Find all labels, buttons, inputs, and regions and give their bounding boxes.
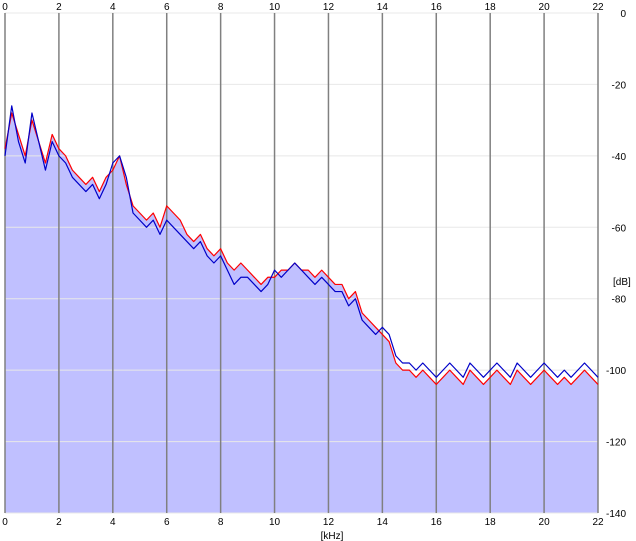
y-tick-label: -60 <box>612 223 627 234</box>
x-tick-label-bottom: 0 <box>2 517 8 528</box>
x-tick-label-bottom: 8 <box>218 517 224 528</box>
x-tick-label-top: 0 <box>2 2 8 13</box>
x-tick-label-top: 10 <box>269 2 281 13</box>
x-tick-label-top: 12 <box>323 2 335 13</box>
y-tick-label: 0 <box>620 9 626 20</box>
x-tick-label-top: 2 <box>56 2 62 13</box>
x-tick-label-bottom: 6 <box>164 517 170 528</box>
x-tick-label-top: 4 <box>110 2 116 13</box>
y-tick-label: -40 <box>612 152 627 163</box>
y-tick-label: -140 <box>606 509 626 520</box>
x-tick-label-top: 6 <box>164 2 170 13</box>
x-tick-label-bottom: 18 <box>485 517 497 528</box>
series-lines <box>4 105 599 386</box>
x-tick-label-bottom: 12 <box>323 517 335 528</box>
x-tick-label-bottom: 16 <box>431 517 443 528</box>
y-tick-label: -100 <box>606 366 626 377</box>
x-axis-title: [kHz] <box>321 531 344 541</box>
x-tick-label-top: 8 <box>218 2 224 13</box>
y-tick-label: -20 <box>612 80 627 91</box>
horizontal-gridlines <box>5 12 598 514</box>
x-tick-label-bottom: 14 <box>377 517 389 528</box>
x-tick-label-bottom: 20 <box>539 517 551 528</box>
y-tick-label: -120 <box>606 438 626 449</box>
y-tick-label: -80 <box>612 295 627 306</box>
y-axis-title: [dB] <box>613 277 631 288</box>
vertical-gridlines <box>4 13 599 513</box>
x-tick-label-top: 20 <box>539 2 551 13</box>
series-line-2 <box>4 105 599 378</box>
x-tick-label-top: 18 <box>485 2 497 13</box>
x-tick-label-bottom: 4 <box>110 517 116 528</box>
y-tick-labels: 0 -20 -40 -60 -80 -100 -120 -140 <box>606 9 626 520</box>
x-tick-label-top: 16 <box>431 2 443 13</box>
x-tick-label-bottom: 10 <box>269 517 281 528</box>
x-tick-label-top: 14 <box>377 2 389 13</box>
x-tick-label-top: 22 <box>592 2 604 13</box>
x-tick-label-bottom: 22 <box>592 517 604 528</box>
x-tick-label-bottom: 2 <box>56 517 62 528</box>
